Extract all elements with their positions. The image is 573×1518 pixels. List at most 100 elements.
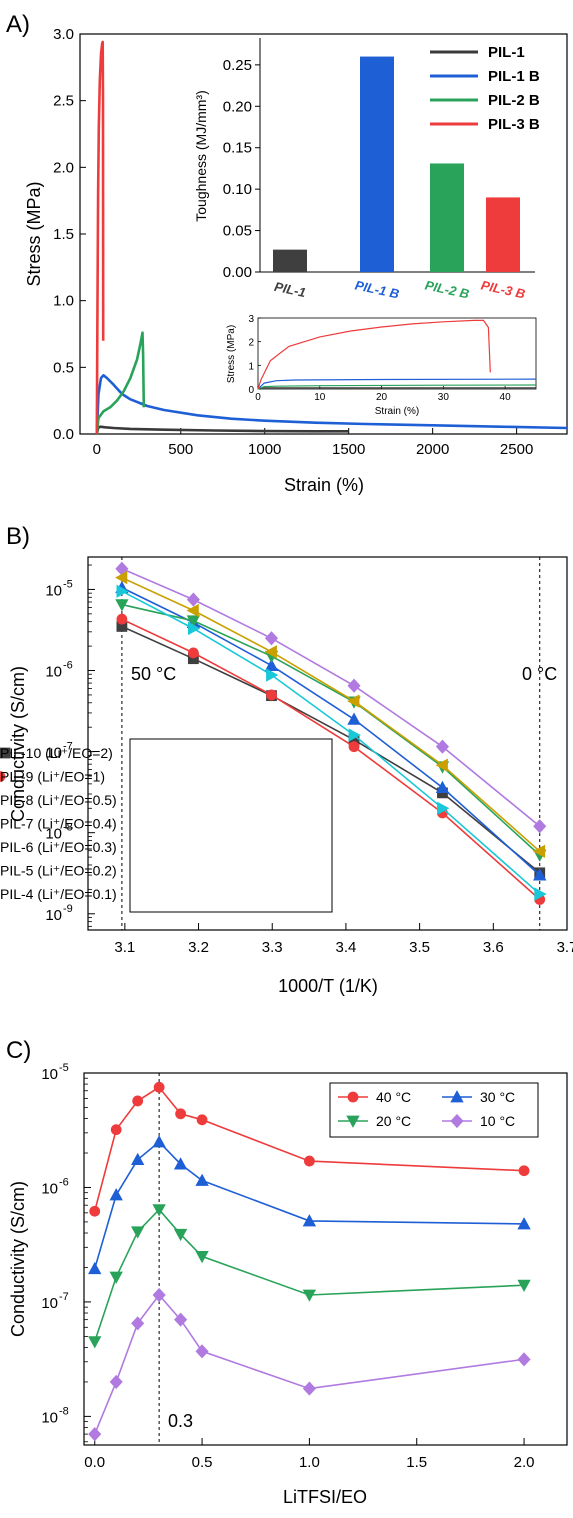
panel-b-x-tick-label: 3.4 <box>335 939 356 956</box>
panel-b-series-1-point <box>116 613 128 625</box>
panel-b-x-ticks: 3.1 3.2 3.3 3.4 3.5 3.6 3.7 <box>114 923 573 956</box>
panel-b-legend-label-4: PIL-6 (Li⁺/EO=0.3) <box>0 839 117 855</box>
panel-a-legend-label-0: PIL-1 <box>488 44 525 61</box>
panel-b-y-tick-label: 10 <box>45 582 62 599</box>
inset-line-y-tick-label: 2 <box>248 338 254 349</box>
panel-b-series-5-point <box>264 645 277 659</box>
inset-bar-y-ticks: 0.00 0.05 0.10 0.15 0.20 0.25 <box>223 57 260 281</box>
panel-c-legend-label-3: 10 °C <box>480 1113 515 1129</box>
panel-b-plot-frame <box>87 556 568 931</box>
inset-bar-y-tick-label: 0.15 <box>223 140 252 157</box>
panel-c-legend-swatch-marker-2 <box>346 1115 360 1128</box>
panel-b-series-line-3 <box>121 603 541 856</box>
panel-a-series-line-2 <box>95 331 146 435</box>
panel-c-series-1-point <box>152 1135 166 1148</box>
panel-c-y-tick-exponent: -8 <box>59 1405 69 1417</box>
inset-line-y-axis-title: Stress (MPa) <box>226 325 237 383</box>
inset-bar-categories: PIL-1 PIL-1 B PIL-2 B PIL-3 B <box>273 278 527 302</box>
inset-bar-chart: 0.000.050.100.150.200.25 PIL-1 PIL-1 B PIL… <box>193 38 535 302</box>
panel-c-series-3-point <box>517 1352 531 1367</box>
panel-a: A) 0.00.51.01.52.02.53.0 0 500 1000 1500 200… <box>6 11 568 495</box>
panel-c-series-0-point <box>132 1095 144 1107</box>
panel-a-y-axis-title: Stress (MPa) <box>24 181 44 286</box>
panel-c-series-1-point <box>517 1217 531 1230</box>
panel-b-x-tick-label: 3.7 <box>557 939 573 956</box>
panel-a-series <box>95 40 568 435</box>
panel-b-series-6-point <box>187 621 201 636</box>
panel-c-series-0-point <box>175 1108 187 1120</box>
panel-b-legend-label-6: PIL-4 (Li⁺/EO=0.1) <box>0 886 117 902</box>
panel-a-legend-label-1: PIL-1 B <box>488 68 540 85</box>
panel-c-series-1-point <box>130 1152 145 1166</box>
panel-b-series-1-point <box>348 741 360 753</box>
panel-a-x-axis-title: Strain (%) <box>284 475 364 495</box>
panel-b-y-tick-mantissa: 10 <box>45 826 62 843</box>
panel-b-series-4-point <box>533 819 547 834</box>
panel-b-series-line-6 <box>121 590 541 895</box>
panel-b-series-6-point <box>348 728 361 742</box>
panel-b-series-6-point <box>534 887 547 901</box>
panel-c-series-0-point <box>303 1155 315 1167</box>
panel-a-x-tick-label: 1000 <box>248 441 281 458</box>
panel-a-y-tick-label: 1.0 <box>53 293 74 310</box>
inset-bar-y-tick-label: 0.05 <box>223 223 252 240</box>
panel-b-series-line-2 <box>121 586 541 876</box>
panel-c-x-ticks: 0.0 0.5 1.0 1.5 2.0 <box>84 1438 534 1471</box>
panel-b-series-5-point <box>186 603 199 618</box>
panel-b-series-6-point <box>266 668 279 682</box>
panel-b-legend-swatch-marker-1 <box>0 771 6 782</box>
inset-line-chart: 0 1 2 3 0 10 20 30 40 Strain (%) Stress (MPa) <box>226 314 537 417</box>
panel-a-y-tick-label: 0.5 <box>53 359 74 376</box>
panel-b-series-2-point <box>264 658 279 671</box>
panel-c-y-ticks: 10-810-710-610-5 <box>41 1062 91 1443</box>
panel-b-series-3-point <box>186 615 201 628</box>
panel-b-y-tick-mantissa: 10 <box>45 745 62 762</box>
panel-b-series-2-point <box>435 780 450 793</box>
panel-c-series-line-1 <box>93 1140 525 1269</box>
panel-b-x-tick-label: 3.6 <box>483 939 504 956</box>
panel-b-y-tick-mantissa: 10 <box>45 907 62 924</box>
panel-b-x-tick-label: 3.1 <box>114 939 135 956</box>
inset-line-x-tick-label: 40 <box>500 392 512 403</box>
panel-b-series-line-5 <box>121 576 541 852</box>
panel-b-legend-label-2: PIL-8 (Li⁺/EO=0.5) <box>0 792 117 808</box>
inset-bar-2 <box>430 163 464 272</box>
inset-line-x-tick-label: 10 <box>314 392 326 403</box>
panel-c-y-tick-exponent: -7 <box>59 1291 69 1303</box>
panel-a-label: A) <box>6 11 30 38</box>
panel-c-x-tick-label: 0.0 <box>84 1454 105 1471</box>
panel-c-series-3-point <box>109 1374 123 1390</box>
panel-b-label: B) <box>6 523 30 550</box>
inset-line-y-tick-label: 1 <box>248 361 254 372</box>
panel-b-series-1-point <box>266 689 277 701</box>
inset-bar-category-label: PIL-1 B <box>354 278 401 302</box>
panel-b-legend-label-3: PIL-7 (Li⁺/EO=0.4) <box>0 816 117 832</box>
inset-line-series-2 <box>257 384 537 390</box>
panel-b-series-line-4 <box>121 567 541 827</box>
panel-c-series-0-point <box>89 1205 101 1217</box>
panel-b-series-4-point <box>264 631 279 646</box>
panel-c-series-0-point <box>153 1081 165 1093</box>
panel-c-series-2-point <box>88 1336 102 1349</box>
panel-a-legend: PIL-1 PIL-1 B PIL-2 B PIL-3 B <box>430 44 540 133</box>
inset-bar-y-tick-label: 0.00 <box>223 264 252 281</box>
panel-c-series-2-point <box>152 1204 166 1217</box>
panel-c-series-3-point <box>174 1312 188 1327</box>
panel-c-series-3-point <box>195 1344 209 1359</box>
inset-bar-y-axis-title: Toughness (MJ/mm³) <box>193 90 209 221</box>
panel-a-x-tick-label: 2000 <box>416 441 449 458</box>
panel-b-series-3-point <box>115 599 129 612</box>
panel-c-x-tick-label: 0.5 <box>192 1454 213 1471</box>
panel-a-series-line-0 <box>95 425 349 435</box>
panel-a-x-tick-label: 2500 <box>500 441 533 458</box>
panel-c-series-2-point <box>195 1250 209 1264</box>
inset-line-x-tick-label: 20 <box>376 392 388 403</box>
panel-b-y-tick-label: 10 <box>45 745 62 762</box>
panel-a-y-tick-label: 2.5 <box>53 93 74 110</box>
panel-a-y-tick-label: 1.5 <box>53 226 74 243</box>
panel-b-series-2-point <box>347 712 361 725</box>
panel-b-y-tick-mantissa: 10 <box>45 582 62 599</box>
panel-b-legend-label-0: PIL-10 (Li⁺/EO=2) <box>0 745 113 761</box>
panel-b-x-tick-label: 3.3 <box>262 939 283 956</box>
panel-a-y-tick-label: 0.0 <box>53 426 74 443</box>
